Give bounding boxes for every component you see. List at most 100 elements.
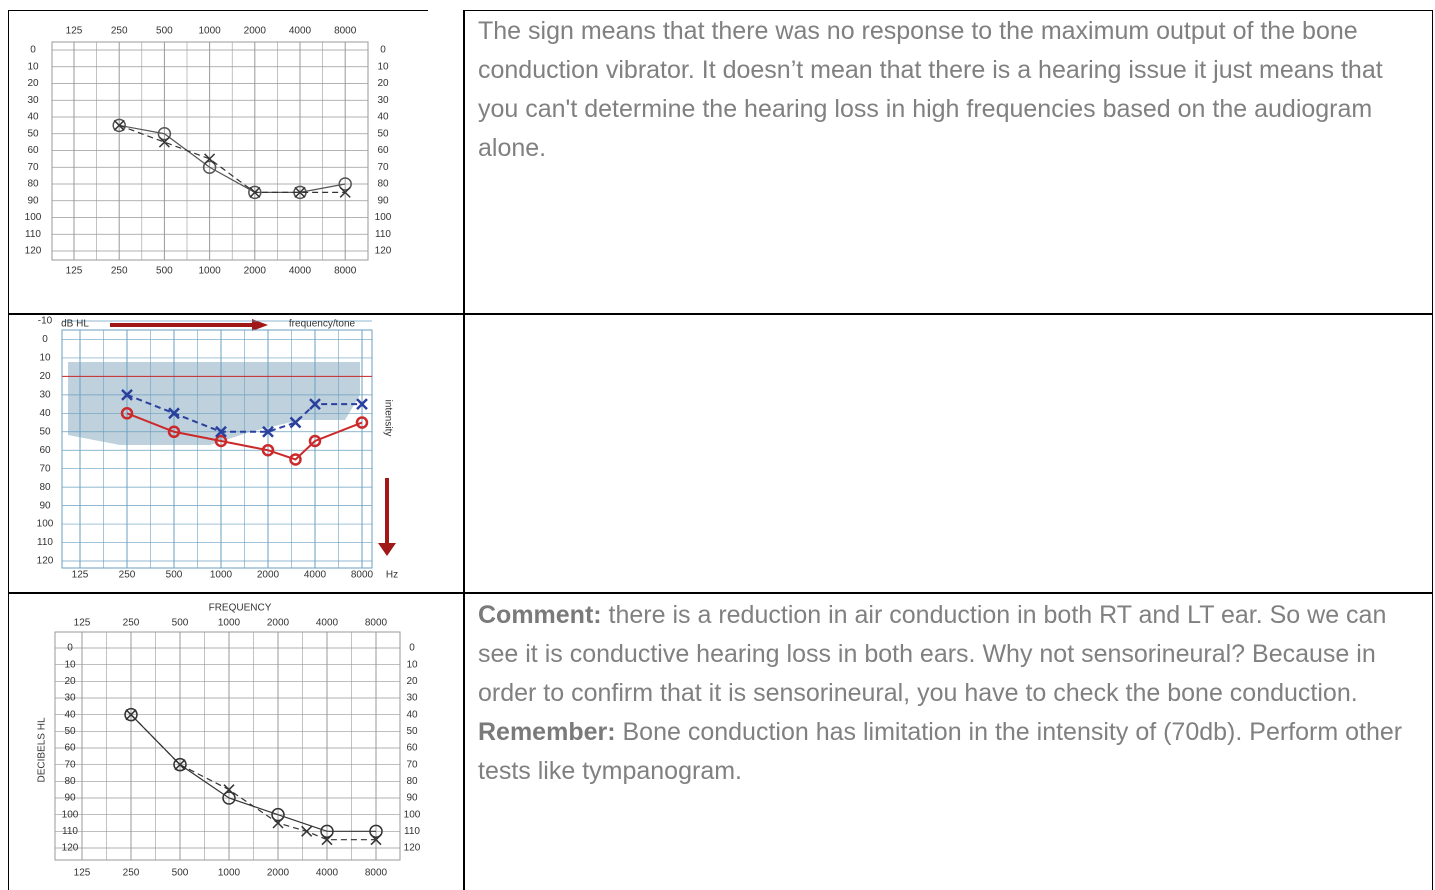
y-tick-label: 100 [404, 809, 421, 820]
y-tick-label: 20 [27, 78, 39, 89]
marker-o [261, 443, 275, 457]
marker-x [356, 398, 368, 410]
y-tick-label: 70 [377, 162, 389, 173]
y-tick-label: 120 [375, 246, 392, 257]
y-tick-label: 30 [27, 95, 39, 106]
x-tick-label: 4000 [316, 618, 339, 629]
marker-o [369, 824, 383, 839]
y-tick-label: 50 [64, 726, 76, 737]
marker-o [214, 434, 228, 448]
grid-frame [61, 329, 373, 569]
y-tick-label: 60 [27, 145, 39, 156]
y-tick-label: 10 [27, 61, 39, 72]
x-tick-label: 8000 [365, 868, 388, 879]
marker-x [215, 425, 227, 438]
y-tick-label: 90 [377, 195, 389, 206]
x-tick-label: 4000 [304, 570, 327, 581]
y-tick-label: 50 [377, 128, 389, 139]
y-tick-label: 0 [30, 45, 36, 56]
y-tick-label: 80 [64, 776, 76, 787]
y-tick-label: 110 [375, 229, 391, 240]
paragraph: The sign means that there was no respons… [478, 12, 1418, 168]
y-tick-label: 50 [39, 426, 51, 437]
x-tick-label: 1000 [198, 266, 221, 277]
marker-o [124, 707, 138, 722]
marker-x [168, 407, 180, 420]
marker-o [248, 185, 262, 200]
x-tick-label: 250 [123, 618, 140, 629]
marker-o [202, 160, 217, 174]
marker-o [167, 425, 181, 439]
label: Remember: [478, 718, 616, 746]
y-tick-label: 20 [39, 371, 51, 382]
marker-x [309, 398, 321, 410]
marker-o [120, 407, 134, 420]
marker-x [294, 186, 306, 198]
y-tick-label: 90 [406, 793, 418, 804]
x-tick-label: 500 [172, 618, 189, 629]
marker-x [113, 119, 125, 131]
x-tick-label: 8000 [365, 618, 388, 629]
marker-x [339, 186, 351, 198]
y-tick-label: 50 [406, 726, 418, 737]
y-tick-label: 10 [64, 659, 76, 670]
marker-o [112, 118, 126, 133]
x-tick-label: 250 [119, 570, 136, 581]
x-tick-label: 2000 [267, 868, 290, 879]
marker-o [289, 453, 302, 466]
cell: Comment: there is a reduction in air con… [478, 596, 1418, 791]
y-tick-label: 90 [39, 500, 51, 511]
y-tick-label: 40 [39, 408, 51, 419]
x-tick-label: 4000 [289, 26, 312, 37]
y-tick-label: 100 [25, 212, 42, 223]
y-tick-label: 10 [406, 659, 418, 670]
y-tick-label: 20 [377, 78, 389, 89]
marker-x [289, 416, 302, 429]
y-tick-label: 120 [62, 843, 79, 854]
y-tick-label: 60 [39, 445, 51, 456]
marker-x [174, 759, 186, 771]
border [464, 10, 1432, 11]
y-tick-label: 110 [62, 826, 78, 837]
arrow-head [378, 543, 396, 556]
x-tick-label: 125 [66, 26, 83, 37]
marker-x [272, 817, 284, 829]
marker-x [125, 709, 137, 721]
marker-x [121, 388, 133, 401]
y-tick-label: 80 [27, 179, 39, 190]
text: Bone conduction has limitation in the in… [478, 718, 1403, 785]
y-tick-label: 0 [380, 45, 386, 56]
y-tick-label: 60 [406, 743, 418, 754]
y-tick-label: 40 [406, 709, 418, 720]
x-tick-label: 250 [111, 26, 128, 37]
marker-x [223, 784, 235, 796]
label: Comment: [478, 601, 602, 629]
y-tick-label: 70 [27, 162, 39, 173]
x-tick-label: 125 [72, 570, 89, 581]
x-tick-label: 8000 [351, 570, 374, 581]
y-tick-label: 100 [375, 212, 392, 223]
y-tick-label: 10 [377, 61, 389, 72]
marker-o [222, 791, 236, 805]
y-tick-label: 20 [64, 676, 76, 687]
border [8, 313, 1432, 315]
y-tick-label: 30 [406, 693, 418, 704]
y-axis-label: dB HL [61, 319, 89, 330]
x-tick-label: 250 [123, 868, 140, 879]
y-tick-label: 70 [64, 759, 76, 770]
y-tick-label: 50 [27, 128, 39, 139]
y-tick-label: 30 [39, 389, 51, 400]
y-tick-label: 40 [27, 112, 39, 123]
border [463, 10, 465, 890]
y-tick-label: 0 [67, 643, 73, 654]
series-line [119, 124, 346, 193]
series-line [126, 412, 363, 461]
y-tick-label: -10 [38, 316, 53, 327]
y-tick-label: 20 [406, 676, 418, 687]
marker-o [355, 416, 369, 429]
marker-o [338, 177, 352, 191]
y-tick-label: 40 [64, 709, 76, 720]
border [8, 592, 1432, 594]
